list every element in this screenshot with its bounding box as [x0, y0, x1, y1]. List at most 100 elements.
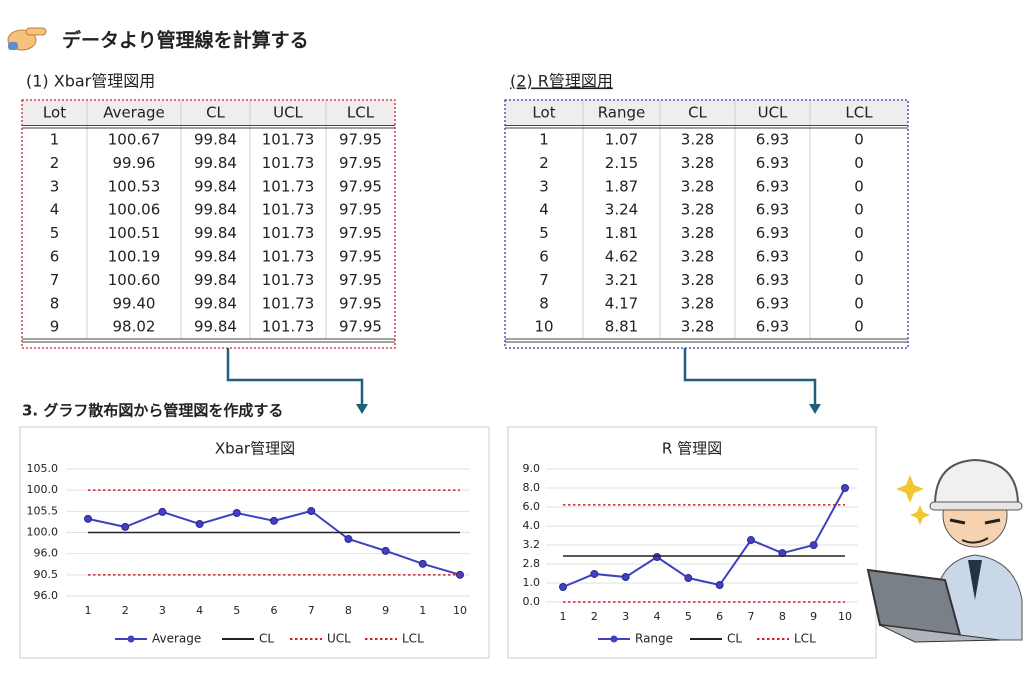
table-cell: 3.21	[605, 271, 638, 289]
data-point	[195, 519, 204, 528]
column-header: CL	[688, 104, 707, 122]
table-cell: 1	[539, 131, 549, 149]
table-cell: 99.84	[194, 131, 237, 149]
table-cell: 99.84	[194, 201, 237, 219]
table-cell: 4	[539, 201, 549, 219]
table-cell: 3.28	[681, 318, 714, 336]
table-cell: 0	[854, 294, 864, 312]
y-tick-label: 105.5	[27, 504, 59, 517]
table-cell: 99.84	[194, 177, 237, 195]
y-tick-label: 90.5	[34, 568, 59, 581]
table-cell: 97.95	[339, 201, 382, 219]
table-cell: 0	[854, 224, 864, 242]
table-cell: 8	[539, 294, 549, 312]
chart-title: Xbar管理図	[215, 440, 295, 458]
table-cell: 101.73	[262, 318, 315, 336]
section-label: (2) R管理図用	[510, 72, 613, 91]
table-cell: 5	[50, 224, 60, 242]
table-cell: 6	[539, 248, 549, 266]
table-cell: 2	[50, 154, 60, 172]
y-tick-label: 0.0	[523, 595, 541, 608]
table-cell: 100.60	[108, 271, 161, 289]
table-cell: 100.53	[108, 177, 161, 195]
table-cell: 0	[854, 271, 864, 289]
series-line	[562, 487, 846, 588]
engineer-illustration	[866, 458, 1023, 643]
y-tick-label: 100.0	[27, 483, 59, 496]
data-point	[121, 522, 130, 531]
table-cell: 97.95	[339, 318, 382, 336]
legend-label: UCL	[327, 632, 351, 646]
chart-title: R 管理図	[662, 440, 722, 458]
y-tick-label: 2.8	[523, 557, 541, 570]
y-tick-label: 100.0	[27, 526, 59, 539]
table-cell: 6	[50, 248, 60, 266]
chart-panel	[507, 426, 877, 659]
table-cell: 97.95	[339, 131, 382, 149]
table-cell: 3.28	[681, 294, 714, 312]
x-tick-label: 9	[382, 604, 389, 617]
column-header: LCL	[845, 104, 873, 122]
legend-marker	[610, 635, 618, 643]
data-point	[590, 569, 599, 578]
data-point	[621, 573, 630, 582]
table-header-bg	[22, 100, 395, 125]
data-point	[270, 516, 278, 525]
table-cell: 6.93	[756, 154, 789, 172]
table-cell: 100.67	[108, 131, 161, 149]
table-cell: 6.93	[756, 201, 789, 219]
table-cell: 3	[539, 177, 549, 195]
table-cell: 97.95	[339, 294, 382, 312]
data-point	[158, 507, 167, 516]
table-cell: 7	[50, 271, 60, 289]
data-point	[715, 581, 724, 590]
x-tick-label: 10	[838, 610, 852, 623]
table-cell: 4.62	[605, 248, 638, 266]
column-header: LCL	[347, 104, 375, 122]
table-cell: 100.19	[108, 248, 161, 266]
section-label: 3. グラフ散布図から管理図を作成する	[22, 402, 283, 420]
column-header: CL	[206, 104, 225, 122]
y-tick-label: 4.0	[523, 519, 541, 532]
table-cell: 0	[854, 131, 864, 149]
table-cell: 0	[854, 177, 864, 195]
y-tick-label: 8.0	[523, 481, 541, 494]
table-cell: 99.84	[194, 154, 237, 172]
table-cell: 5	[539, 224, 549, 242]
y-tick-label: 3.2	[523, 538, 541, 551]
y-tick-label: 9.0	[523, 462, 541, 475]
table-cell: 1	[50, 131, 60, 149]
table-cell: 2.15	[605, 154, 638, 172]
table-cell: 0	[854, 318, 864, 336]
table-cell: 101.73	[262, 271, 315, 289]
data-point	[381, 546, 390, 555]
table-cell: 6.93	[756, 318, 789, 336]
table-cell: 6.93	[756, 131, 789, 149]
table-cell: 6.93	[756, 224, 789, 242]
data-point	[559, 582, 567, 591]
table-cell: 0	[854, 154, 864, 172]
data-point	[809, 541, 818, 550]
table-cell: 6.93	[756, 177, 789, 195]
column-header: UCL	[758, 104, 788, 122]
x-tick-label: 5	[233, 604, 240, 617]
table-border	[504, 99, 909, 349]
table-cell: 3.28	[681, 177, 714, 195]
table-cell: 100.06	[108, 201, 161, 219]
hand-icon	[7, 27, 47, 51]
column-header: Average	[103, 104, 165, 122]
table-cell: 3.28	[681, 201, 714, 219]
table-cell: 99.84	[194, 224, 237, 242]
table-cell: 101.73	[262, 224, 315, 242]
table-cell: 97.95	[339, 224, 382, 242]
table-cell: 99.40	[113, 294, 156, 312]
x-tick-label: 6	[271, 604, 278, 617]
table-cell: 101.73	[262, 131, 315, 149]
data-point	[307, 506, 316, 515]
arrow-head	[356, 404, 368, 414]
x-tick-label: 1	[85, 604, 92, 617]
x-tick-label: 8	[345, 604, 352, 617]
table-cell: 97.95	[339, 248, 382, 266]
table-cell: 3.28	[681, 248, 714, 266]
table-cell: 4.17	[605, 294, 638, 312]
